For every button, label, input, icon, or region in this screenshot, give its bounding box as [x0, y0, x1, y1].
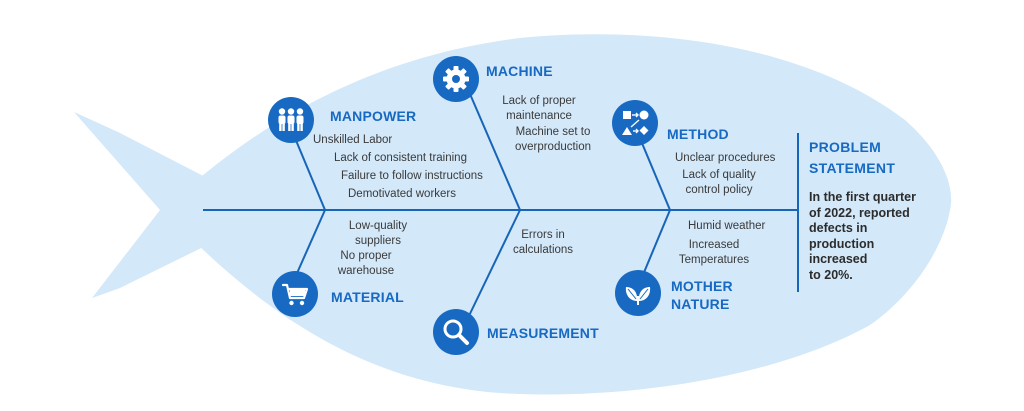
- cause-item: Failure to follow instructions: [341, 170, 483, 182]
- process-shapes-icon: [612, 100, 658, 146]
- cause-item: Errors in calculations: [512, 229, 574, 256]
- gear-icon: [433, 56, 479, 102]
- cause-item: Unclear procedures: [675, 152, 776, 164]
- problem-statement-title: PROBLEM STATEMENT: [809, 139, 896, 176]
- cause-item: Demotivated workers: [348, 188, 457, 200]
- fish-tail: [74, 112, 246, 298]
- bone-machine: [469, 93, 521, 211]
- machine-title: MACHINE: [486, 63, 553, 79]
- cause-item: Lack of consistent training: [334, 152, 467, 164]
- leaf-sprout-icon: [615, 270, 661, 316]
- cause-item: Machine set to overproduction: [514, 126, 592, 153]
- cause-item: Lack of proper maintenance: [502, 95, 576, 122]
- magnifier-icon: [433, 309, 479, 355]
- bone-measurement: [465, 209, 521, 323]
- problem-statement-text: In the first quarter of 2022, reported d…: [809, 190, 916, 282]
- manpower-title: MANPOWER: [330, 108, 417, 124]
- mother-nature-title: MOTHER NATURE: [671, 278, 733, 312]
- team-people-icon: [268, 97, 314, 143]
- cause-item: Unskilled Labor: [313, 134, 393, 146]
- cause-item: No proper warehouse: [337, 250, 395, 277]
- bone-material: [293, 209, 326, 281]
- cause-item: Increased Temperatures: [678, 239, 750, 266]
- cause-item: Lack of quality control policy: [682, 169, 756, 196]
- method-title: METHOD: [667, 126, 729, 142]
- shopping-cart-icon: [272, 271, 318, 317]
- cause-item: Low-quality suppliers: [348, 220, 408, 247]
- measurement-title: MEASUREMENT: [487, 325, 599, 341]
- cause-item: Humid weather: [688, 220, 766, 232]
- fish-body: [168, 34, 952, 395]
- bone-mother-nature: [639, 209, 671, 283]
- material-title: MATERIAL: [331, 289, 404, 305]
